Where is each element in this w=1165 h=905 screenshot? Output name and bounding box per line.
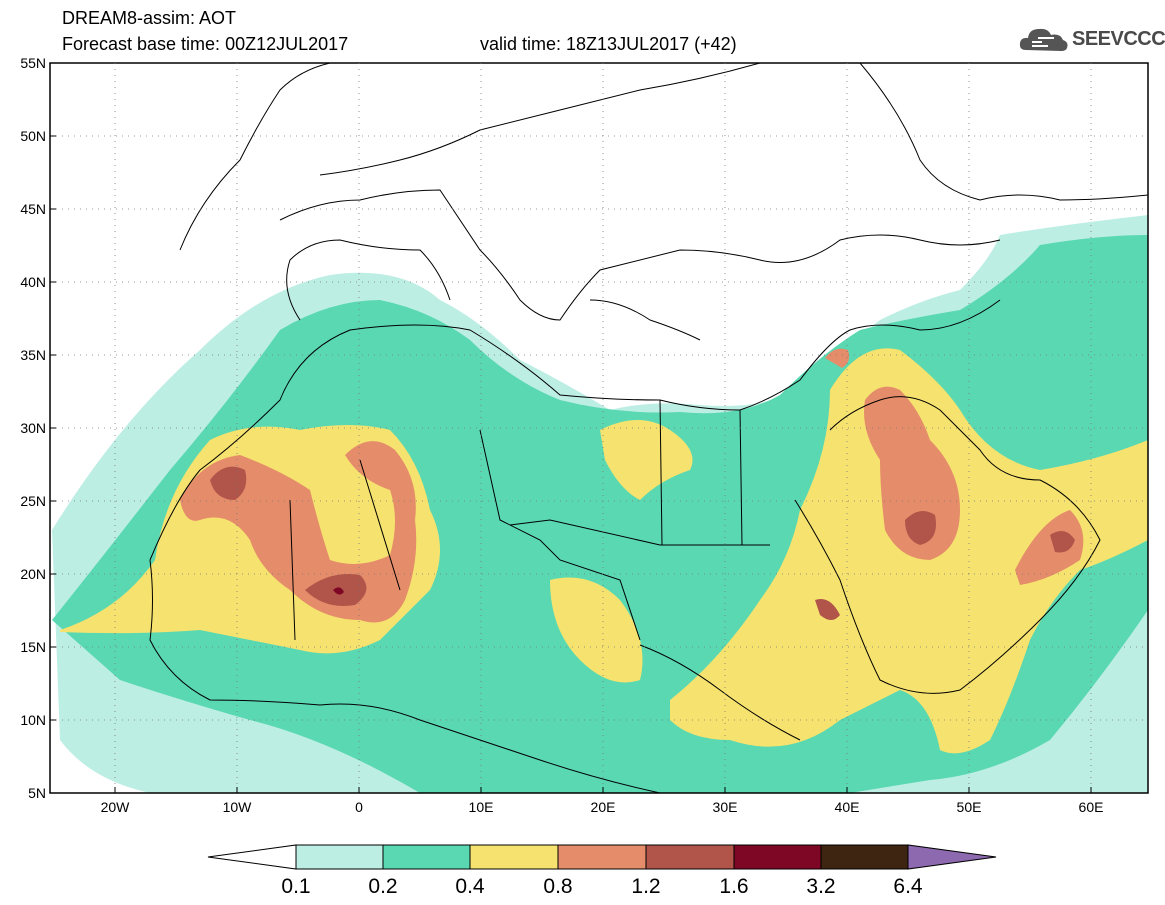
lat-label: 55N (20, 55, 46, 71)
forecast-base-time: Forecast base time: 00Z12JUL2017 (62, 34, 349, 54)
aot-field-0-8 (864, 386, 960, 560)
coastlines (149, 63, 1148, 793)
colorbar-label: 1.6 (719, 875, 748, 898)
colorbar-swatch-3 (469, 844, 559, 870)
colorbar-label: 6.4 (893, 875, 923, 898)
lat-label: 15N (20, 639, 46, 655)
lat-label: 40N (20, 274, 46, 290)
lon-label: 50E (957, 799, 982, 815)
seevccc-logo: SEEVCCC (1018, 24, 1165, 56)
colorbar-swatch-6 (733, 844, 822, 870)
colorbar-label: 0.4 (455, 875, 485, 898)
colorbar-swatch-1 (295, 844, 384, 870)
logo-text: SEEVCCC (1072, 28, 1165, 50)
lon-label: 10E (469, 799, 494, 815)
colorbar-label: 3.2 (806, 875, 835, 898)
lat-label: 30N (20, 420, 46, 436)
aot-field-1-2 (210, 466, 247, 500)
colorbar-swatch-7 (820, 844, 909, 870)
colorbar-label: 0.2 (368, 875, 397, 898)
aot-field-1-6 (333, 587, 344, 595)
lat-label: 5N (28, 785, 46, 801)
aot-field-1-2 (905, 511, 936, 545)
aot-field-0-4 (550, 577, 643, 683)
colorbar-label: 0.8 (543, 875, 572, 898)
colorbar (207, 844, 997, 870)
lon-label: 20E (591, 799, 616, 815)
aot-fields (50, 63, 1148, 793)
colorbar-swatch-8 (907, 844, 997, 870)
lat-label: 10N (20, 712, 46, 728)
lat-label: 20N (20, 566, 46, 582)
lon-label: 20W (101, 799, 131, 815)
map-title: DREAM8-assim: AOT (62, 8, 237, 28)
lat-label: 50N (20, 128, 46, 144)
colorbar-swatch-0 (207, 844, 297, 870)
aot-field-1-2 (1050, 531, 1075, 553)
colorbar-swatch-4 (557, 844, 647, 870)
lat-label: 35N (20, 347, 46, 363)
lon-label: 10W (223, 799, 253, 815)
lon-label: 30E (713, 799, 738, 815)
colorbar-label: 1.2 (631, 875, 660, 898)
aot-field-0-4 (600, 420, 693, 500)
valid-time: valid time: 18Z13JUL2017 (+42) (480, 34, 737, 54)
aot-field-1-2 (815, 599, 840, 620)
lat-label: 45N (20, 201, 46, 217)
lon-label: 0 (355, 799, 363, 815)
colorbar-swatch-2 (382, 844, 471, 870)
colorbar-labels: 0.1 0.2 0.4 0.8 1.2 1.6 3.2 6.4 (281, 875, 923, 898)
lat-label: 25N (20, 493, 46, 509)
longitude-labels: 20W 10W 0 10E 20E 30E 40E 50E 60E (101, 799, 1104, 815)
aot-field-0-8 (825, 348, 850, 368)
latitude-labels: 55N 50N 45N 40N 35N 30N 25N 20N 15N 10N … (20, 55, 46, 801)
colorbar-swatch-5 (645, 844, 735, 870)
lon-label: 60E (1079, 799, 1104, 815)
tick-marks (50, 62, 1092, 793)
colorbar-label: 0.1 (281, 875, 310, 898)
lon-label: 40E (835, 799, 860, 815)
aot-field-0-8 (1015, 510, 1084, 585)
cloud-icon (1019, 28, 1068, 51)
